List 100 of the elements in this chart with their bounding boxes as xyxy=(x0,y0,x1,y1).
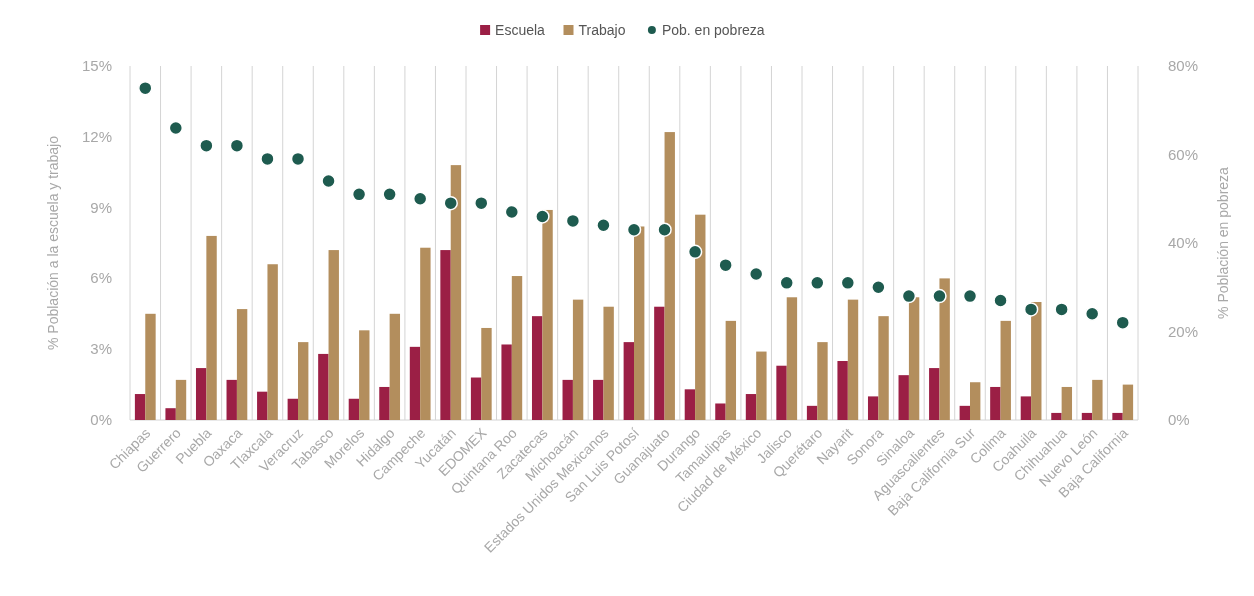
bar xyxy=(990,386,1001,420)
bar xyxy=(939,278,950,420)
bar xyxy=(603,306,614,420)
bar xyxy=(409,346,421,420)
point xyxy=(993,293,1008,308)
point xyxy=(871,280,886,295)
bar xyxy=(664,132,675,420)
point xyxy=(1115,315,1130,330)
y2-tick-label: 80% xyxy=(1168,57,1199,74)
y2-tick-label: 0% xyxy=(1168,411,1190,428)
legend-label: Trabajo xyxy=(578,22,626,38)
bar xyxy=(1031,302,1042,420)
bar xyxy=(328,250,339,420)
y-tick-label: 3% xyxy=(90,340,112,358)
y-tick-label: 9% xyxy=(90,198,112,216)
point xyxy=(260,151,275,167)
point xyxy=(229,138,245,153)
bar xyxy=(542,209,553,420)
bar xyxy=(318,353,329,420)
legend-label: Pob. en pobreza xyxy=(661,22,765,38)
bar xyxy=(817,342,828,420)
point xyxy=(290,151,306,167)
bar xyxy=(1051,412,1062,420)
point xyxy=(565,213,581,229)
point xyxy=(1023,302,1039,317)
point xyxy=(901,288,917,304)
bar xyxy=(837,361,848,420)
bar xyxy=(970,382,981,420)
y2-axis-title: % Población en pobreza xyxy=(1215,166,1231,319)
point xyxy=(718,257,733,273)
bar xyxy=(908,297,920,420)
point xyxy=(535,209,550,224)
bar xyxy=(562,379,573,420)
bar xyxy=(1112,412,1123,420)
bar xyxy=(715,403,726,420)
bar xyxy=(1020,396,1032,420)
bar xyxy=(145,313,156,420)
bar xyxy=(878,316,889,420)
bar xyxy=(776,365,787,420)
bar xyxy=(481,327,492,420)
bar xyxy=(470,377,482,420)
bar xyxy=(257,391,268,420)
point xyxy=(748,266,764,282)
point xyxy=(626,222,642,237)
bar xyxy=(898,375,909,420)
bar xyxy=(195,368,207,420)
bar xyxy=(165,408,176,420)
y2-tick-label: 60% xyxy=(1168,145,1199,163)
bar xyxy=(359,330,370,420)
bar xyxy=(929,368,940,420)
point xyxy=(351,187,367,202)
bar xyxy=(1000,320,1011,420)
y2-tick-label: 40% xyxy=(1168,234,1199,251)
point xyxy=(474,195,489,211)
point xyxy=(443,195,458,211)
bar xyxy=(725,320,737,420)
legend-label: Escuela xyxy=(495,22,546,38)
bar xyxy=(267,264,278,420)
bar xyxy=(226,379,237,420)
point xyxy=(321,173,336,189)
bar xyxy=(298,342,309,420)
point xyxy=(962,288,978,304)
point xyxy=(199,138,214,153)
bar xyxy=(1081,412,1093,420)
bar xyxy=(745,394,757,420)
bar xyxy=(634,226,645,420)
bar xyxy=(1061,386,1073,420)
point xyxy=(1084,306,1100,322)
bar xyxy=(389,313,401,420)
bar xyxy=(695,214,706,420)
bar xyxy=(806,405,818,420)
bar xyxy=(379,386,390,420)
bar xyxy=(1092,379,1103,420)
bar xyxy=(847,299,859,420)
point xyxy=(382,187,397,202)
y-tick-label: 6% xyxy=(90,269,112,287)
bar xyxy=(450,165,462,420)
point xyxy=(596,218,611,233)
point xyxy=(932,288,947,304)
point xyxy=(168,120,184,136)
bar xyxy=(420,247,431,420)
bar xyxy=(348,398,360,420)
bar xyxy=(959,405,970,420)
bar xyxy=(531,316,543,420)
bar xyxy=(684,389,696,420)
point xyxy=(810,275,825,291)
bar xyxy=(654,306,665,420)
point xyxy=(657,222,672,237)
bar xyxy=(756,351,767,420)
y-tick-label: 15% xyxy=(81,57,112,74)
bar xyxy=(786,297,798,420)
point xyxy=(138,80,153,96)
point xyxy=(687,244,703,260)
point xyxy=(1054,302,1069,317)
point xyxy=(779,275,794,291)
bar xyxy=(287,398,298,420)
bar xyxy=(867,396,879,420)
bar xyxy=(440,250,451,420)
y-axis-title: % Población a la escuela y trabajo xyxy=(45,135,61,351)
point xyxy=(840,275,856,291)
